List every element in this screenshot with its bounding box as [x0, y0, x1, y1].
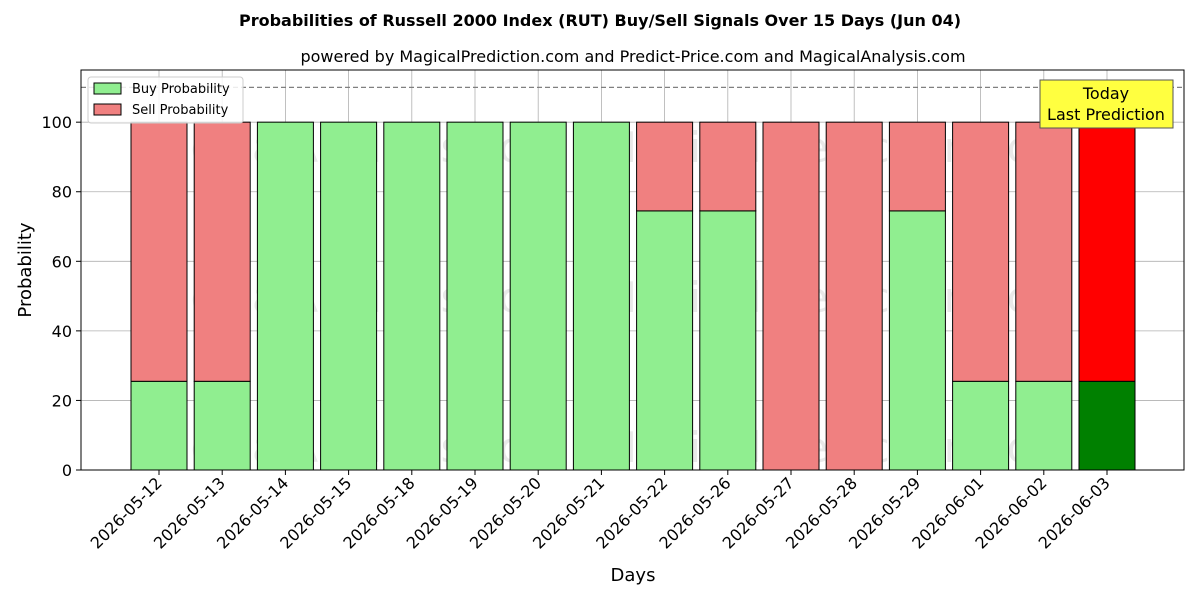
buy-bar — [446, 121, 504, 471]
buy-bar — [636, 210, 694, 471]
y-tick-label: 60 — [52, 252, 72, 271]
sell-bar — [762, 121, 820, 471]
y-axis-label: Probability — [15, 222, 36, 317]
buy-bar — [699, 210, 757, 471]
sell-bar — [888, 121, 946, 212]
sell-bar — [193, 121, 251, 382]
legend-entry: Sell Probability — [132, 103, 229, 118]
legend: Buy Probability Sell Probability — [87, 76, 244, 124]
sell-bar — [952, 121, 1010, 382]
legend-box — [87, 76, 244, 124]
x-axis-label: Days — [611, 565, 656, 586]
legend-swatch — [93, 103, 122, 116]
buy-bar — [888, 210, 946, 471]
x-axis-ticks: 2026-05-122026-05-132026-05-142026-05-15… — [87, 470, 1114, 553]
sell-bar — [1078, 121, 1136, 382]
y-tick-label: 0 — [62, 461, 72, 480]
buy-bar — [256, 121, 314, 471]
sell-bar — [130, 121, 188, 382]
buy-bar — [193, 380, 251, 471]
legend-entry: Buy Probability — [132, 82, 230, 97]
today-annotation: Today Last Prediction — [1039, 79, 1174, 129]
buy-bar — [320, 121, 378, 471]
buy-bar — [1015, 380, 1073, 471]
sell-bar — [636, 121, 694, 212]
annotation-box — [1039, 79, 1174, 129]
chart-title: Probabilities of Russell 2000 Index (RUT… — [239, 11, 961, 30]
y-tick-label: 40 — [52, 322, 72, 341]
sell-bar — [699, 121, 757, 212]
plot-frame — [80, 69, 1185, 471]
buy-bar — [509, 121, 567, 471]
legend-swatch — [93, 82, 122, 95]
sell-bar — [1015, 121, 1073, 382]
bars — [130, 121, 1136, 471]
buy-bar — [130, 380, 188, 471]
chart-subtitle: powered by MagicalPrediction.com and Pre… — [300, 47, 965, 66]
buy-bar — [383, 121, 441, 471]
y-axis-ticks: 0 20 40 60 80 100 — [41, 113, 81, 480]
y-tick-label: 20 — [52, 391, 72, 410]
annotation-text: Today — [1082, 84, 1129, 103]
y-tick-label: 100 — [41, 113, 72, 132]
buy-bar — [1078, 380, 1136, 471]
annotation-text: Last Prediction — [1047, 105, 1165, 124]
buy-bar — [572, 121, 630, 471]
sell-bar — [825, 121, 883, 471]
y-tick-label: 80 — [52, 183, 72, 202]
buy-bar — [952, 380, 1010, 471]
